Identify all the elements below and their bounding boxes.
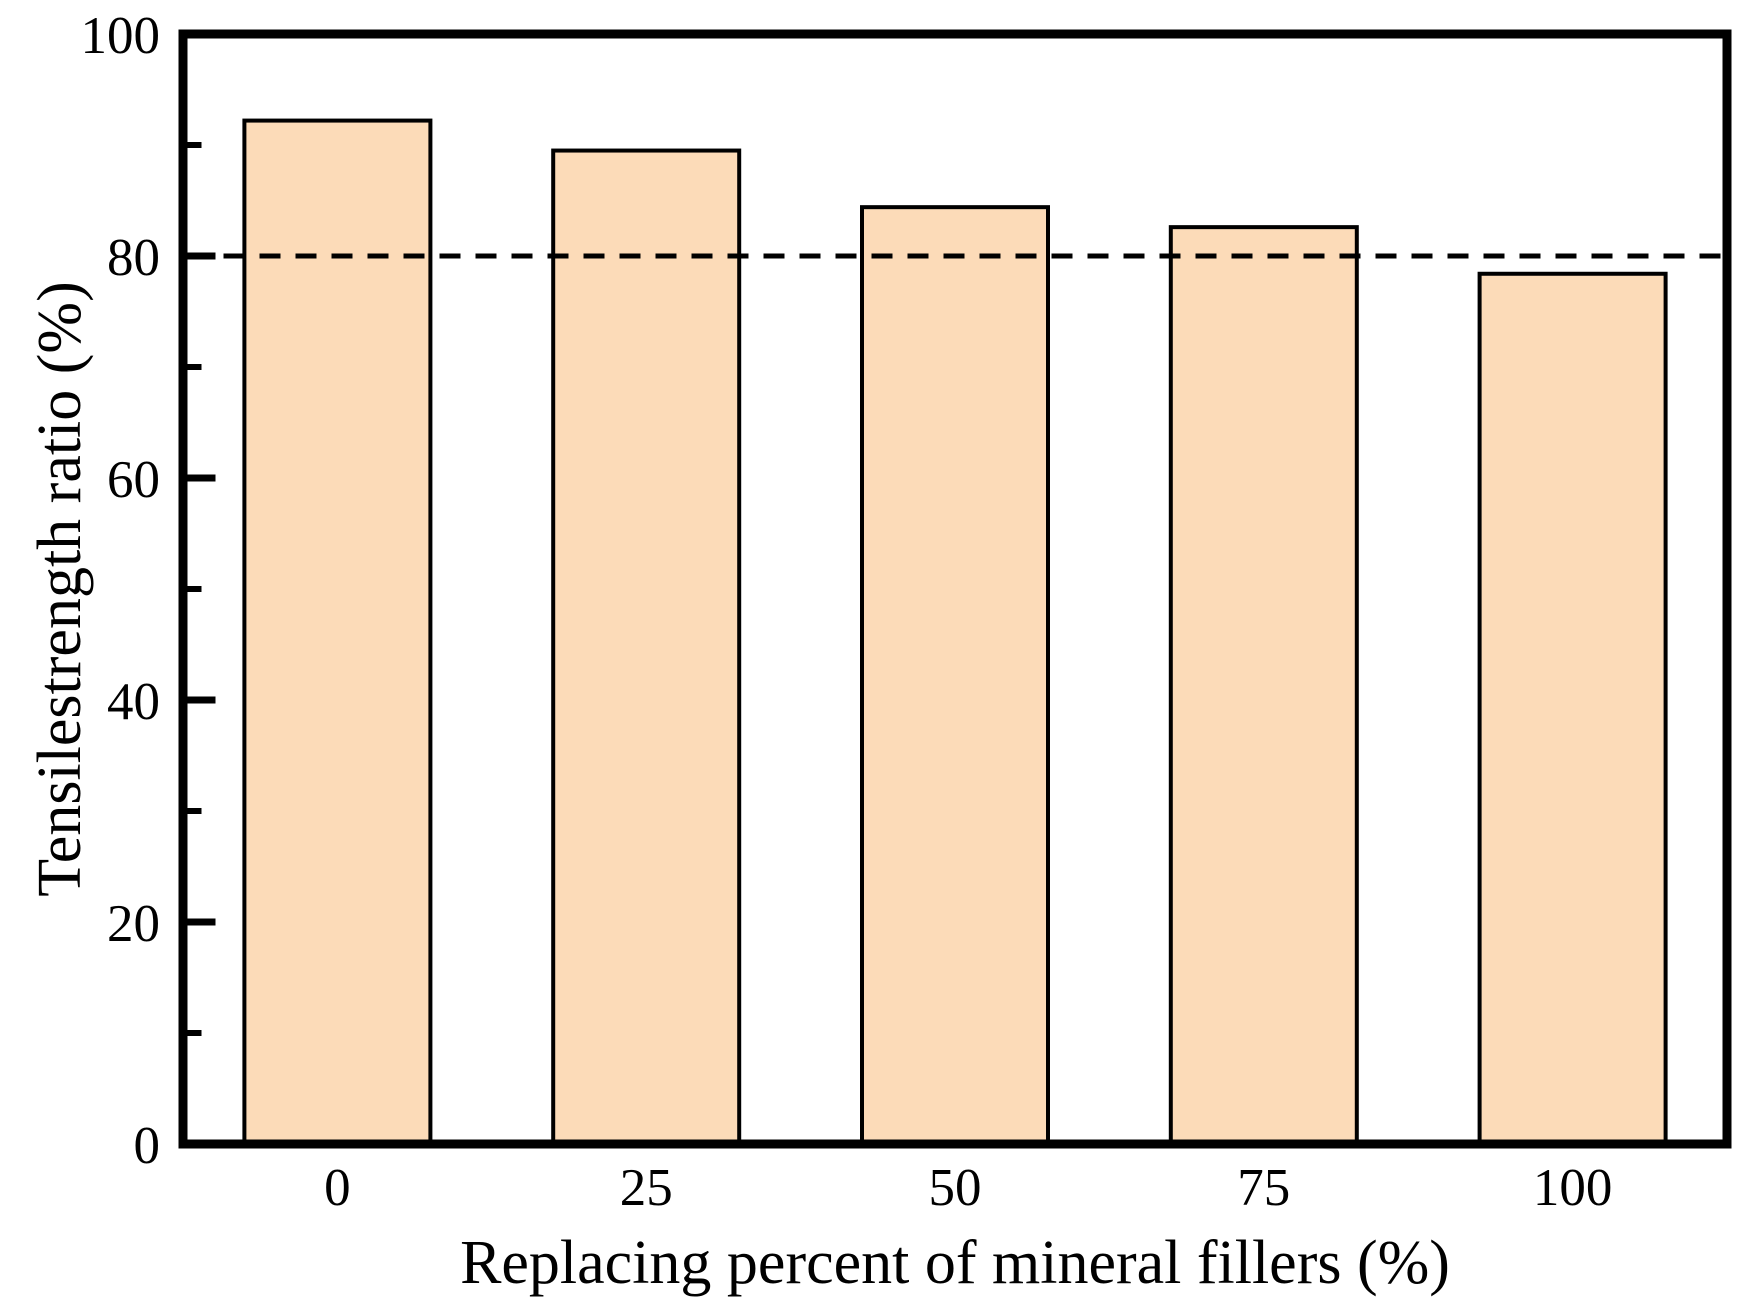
bar-50 xyxy=(860,205,1050,1147)
bar-75 xyxy=(1168,225,1359,1146)
bar-100 xyxy=(1477,271,1668,1146)
plot-frame xyxy=(178,29,1732,1149)
y-axis-title: Tensilestrength ratio (%) xyxy=(26,281,94,897)
x-axis-title: Replacing percent of mineral fillers (%) xyxy=(460,1229,1450,1297)
y-tick-label-60: 60 xyxy=(107,451,160,509)
y-tick-label-0: 0 xyxy=(134,1117,161,1175)
y-tick-label-80: 80 xyxy=(107,229,160,287)
x-tick-label-75: 75 xyxy=(1237,1159,1290,1217)
y-tick-label-40: 40 xyxy=(107,673,160,731)
x-tick-label-100: 100 xyxy=(1533,1159,1613,1217)
x-tick-label-50: 50 xyxy=(929,1159,982,1217)
x-tick-label-0: 0 xyxy=(324,1159,351,1217)
x-tick-label-25: 25 xyxy=(620,1159,673,1217)
bar-25 xyxy=(551,148,742,1147)
y-tick-label-100: 100 xyxy=(81,7,161,65)
y-tick-label-20: 20 xyxy=(107,895,160,953)
bar-0 xyxy=(242,118,433,1146)
